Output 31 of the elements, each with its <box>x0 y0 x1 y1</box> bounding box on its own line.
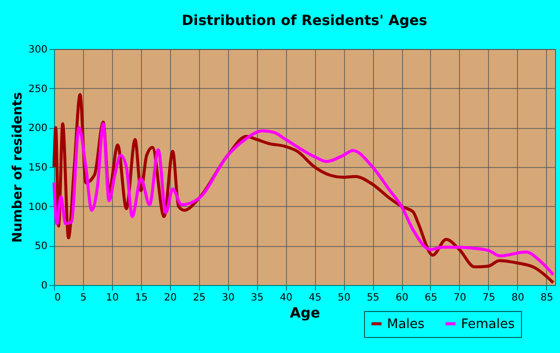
x-tick-label: 35 <box>250 292 264 304</box>
x-tick-label: 85 <box>540 292 554 304</box>
x-axis-title: Age <box>290 306 320 322</box>
y-tick-label: 150 <box>28 162 48 174</box>
x-tick-label: 55 <box>366 292 380 304</box>
y-tick-label: 250 <box>28 84 48 95</box>
x-tick-label: 20 <box>164 292 177 304</box>
x-tick-label: 75 <box>482 292 496 304</box>
x-tick-label: 60 <box>396 292 408 304</box>
x-tick-label: 5 <box>80 292 87 304</box>
legend-label: Males <box>387 316 425 332</box>
x-tick-label: 50 <box>338 292 350 304</box>
x-tick-label: 80 <box>511 292 524 304</box>
x-tick-label: 0 <box>54 292 61 304</box>
y-tick-label: 200 <box>28 123 48 134</box>
y-tick-label: 300 <box>28 44 48 56</box>
chart-title: Distribution of Residents' Ages <box>182 13 428 29</box>
x-tick-label: 30 <box>222 292 235 304</box>
x-tick-label: 15 <box>135 292 148 304</box>
y-axis-title: Number of residents <box>10 92 26 243</box>
y-tick-label: 100 <box>28 202 48 213</box>
x-tick-label: 40 <box>280 292 293 304</box>
x-tick-label: 10 <box>106 292 119 304</box>
x-tick-label: 70 <box>454 292 466 304</box>
y-tick-label: 50 <box>34 241 48 252</box>
x-tick-label: 45 <box>308 292 322 304</box>
x-tick-label: 25 <box>192 292 206 304</box>
legend-label: Females <box>461 316 516 332</box>
line-series <box>52 122 555 276</box>
y-tick-label: 0 <box>41 280 48 292</box>
x-tick-label: 65 <box>424 292 438 304</box>
